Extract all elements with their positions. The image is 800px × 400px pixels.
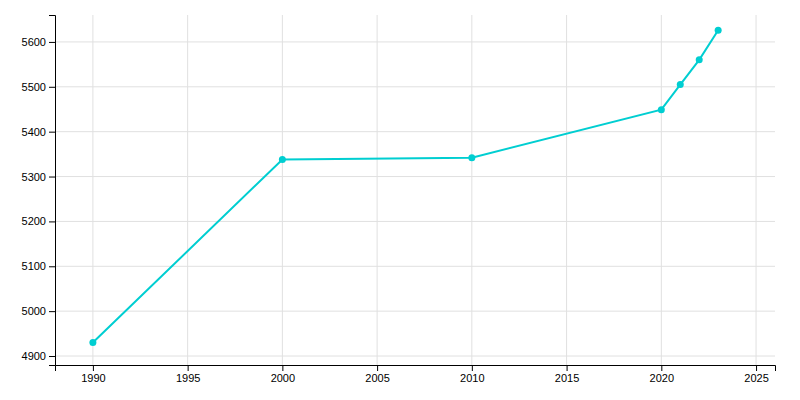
grid — [55, 15, 775, 365]
y-grid-line — [55, 41, 775, 42]
marker — [658, 106, 665, 113]
y-grid-line — [55, 131, 775, 132]
y-tick-label: 5100 — [22, 260, 46, 272]
marker — [677, 81, 684, 88]
x-grid-line — [661, 15, 662, 365]
x-tick-mark — [377, 365, 378, 371]
x-tick-mark — [472, 365, 473, 371]
y-axis: 4900 5000 5100 5200 5300 5400 5500 5600 — [22, 16, 56, 366]
x-tick-mark — [567, 365, 568, 371]
y-tick-mark — [49, 356, 55, 357]
y-tick: 5600 — [22, 36, 55, 48]
y-grid-line — [55, 356, 775, 357]
marker — [696, 56, 703, 63]
x-tick-mark — [661, 365, 662, 371]
y-tick-label: 5400 — [22, 126, 46, 138]
chart-container: 1990 1995 2000 2005 2010 2015 2020 2025 4900 5000… — [0, 0, 800, 400]
y-tick-label: 5300 — [22, 171, 46, 183]
x-tick-label: 2005 — [365, 372, 389, 384]
y-tick-label: 5500 — [22, 81, 46, 93]
x-tick-label: 1990 — [81, 372, 105, 384]
x-grid-line — [282, 15, 283, 365]
y-tick-mark — [49, 87, 55, 88]
x-tick-mark — [188, 365, 189, 371]
y-grid-line — [55, 221, 775, 222]
x-tick-mark — [756, 365, 757, 371]
y-tick-mark — [49, 132, 55, 133]
marker — [89, 339, 96, 346]
y-tick: 5300 — [22, 171, 55, 183]
y-tick-label: 5200 — [22, 215, 46, 227]
y-tick-mark — [49, 42, 55, 43]
y-grid-line — [55, 176, 775, 177]
marker — [279, 156, 286, 163]
x-tick-label: 2015 — [555, 372, 579, 384]
series — [89, 27, 721, 346]
x-tick-label: 1995 — [176, 372, 200, 384]
x-tick: 2015 — [555, 365, 579, 384]
y-grid-line — [55, 86, 775, 87]
x-tick-label: 2025 — [744, 372, 768, 384]
x-axis: 1990 1995 2000 2005 2010 2015 2020 2025 — [56, 365, 776, 384]
chart: 1990 1995 2000 2005 2010 2015 2020 2025 4900 5000… — [0, 0, 800, 400]
x-grid-line — [92, 15, 93, 365]
y-tick-mark — [49, 311, 55, 312]
x-grid-line — [566, 15, 567, 365]
y-tick-label: 4900 — [22, 350, 46, 362]
y-tick-mark — [49, 221, 55, 222]
x-tick: 2010 — [460, 365, 484, 384]
x-grid-line — [471, 15, 472, 365]
y-grid-line — [55, 266, 775, 267]
y-tick: 5200 — [22, 215, 55, 227]
x-grid-line — [756, 15, 757, 365]
x-tick-label: 2010 — [460, 372, 484, 384]
x-tick: 2025 — [744, 365, 768, 384]
plot: 1990 1995 2000 2005 2010 2015 2020 2025 4900 5000… — [22, 15, 776, 384]
y-tick-mark — [49, 177, 55, 178]
marker — [468, 154, 475, 161]
x-grid-line — [187, 15, 188, 365]
y-tick: 5100 — [22, 260, 55, 272]
x-tick: 1995 — [176, 365, 200, 384]
marker — [715, 27, 722, 34]
x-tick: 2020 — [650, 365, 674, 384]
x-grid-line — [377, 15, 378, 365]
y-tick-label: 5000 — [22, 305, 46, 317]
y-grid-line — [55, 311, 775, 312]
line — [93, 30, 718, 342]
x-axis-line — [56, 366, 776, 372]
y-tick-label: 5600 — [22, 36, 46, 48]
y-axis-line — [49, 16, 56, 366]
x-tick: 2000 — [271, 365, 295, 384]
x-tick-mark — [93, 365, 94, 371]
y-tick: 5000 — [22, 305, 55, 317]
x-tick: 1990 — [81, 365, 105, 384]
x-tick-mark — [282, 365, 283, 371]
y-tick: 5500 — [22, 81, 55, 93]
y-tick: 5400 — [22, 126, 55, 138]
x-tick-label: 2000 — [271, 372, 295, 384]
x-tick: 2005 — [365, 365, 389, 384]
y-tick-mark — [49, 266, 55, 267]
x-tick-label: 2020 — [650, 372, 674, 384]
y-tick: 4900 — [22, 350, 55, 362]
